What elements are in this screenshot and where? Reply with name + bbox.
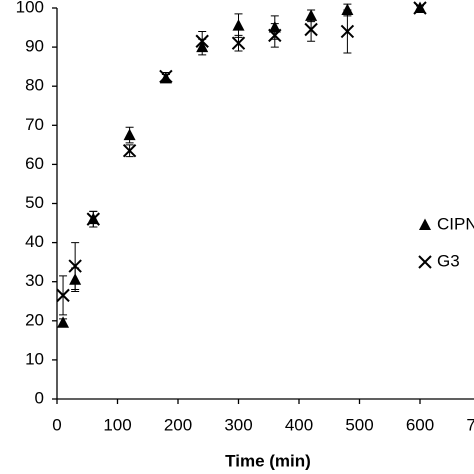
y-tick-label: 50	[25, 193, 44, 212]
x-marker	[231, 36, 246, 50]
y-tick-label: 80	[25, 76, 44, 95]
x-marker	[413, 1, 427, 15]
x-marker	[304, 22, 318, 37]
x-marker	[268, 28, 282, 43]
x-tick-label: 500	[345, 415, 373, 434]
y-tick-label: 70	[25, 115, 44, 134]
x-marker	[195, 34, 209, 48]
x-marker	[418, 255, 432, 269]
x-marker	[122, 144, 137, 158]
y-tick-label: 30	[25, 271, 44, 290]
y-tick-label: 0	[35, 388, 44, 407]
x-tick-label: 200	[164, 415, 192, 434]
x-marker	[86, 212, 101, 226]
triangle-marker	[232, 19, 245, 31]
x-tick-label: 0	[52, 415, 61, 434]
x-tick-label: 700	[466, 415, 474, 434]
x-tick-label: 100	[103, 415, 131, 434]
triangle-marker	[123, 128, 136, 141]
x-tick-label: 600	[406, 415, 434, 434]
x-axis-title: Time (min)	[225, 451, 311, 470]
triangle-marker	[341, 3, 354, 15]
y-tick-label: 20	[25, 310, 44, 329]
x-tick-label: 400	[285, 415, 313, 434]
y-tick-label: 40	[25, 232, 44, 251]
x-tick-label: 300	[224, 415, 252, 434]
x-marker	[56, 288, 70, 303]
x-marker	[340, 24, 355, 39]
x-marker	[68, 259, 82, 273]
y-tick-label: 10	[25, 349, 44, 368]
triangle-marker	[57, 316, 70, 328]
legend-label: G3	[437, 251, 460, 270]
y-tick-label: 100	[16, 0, 44, 16]
legend-label: CIPN	[437, 214, 474, 233]
x-marker	[159, 69, 173, 84]
y-tick-label: 90	[25, 37, 44, 56]
y-tick-label: 60	[25, 154, 44, 173]
triangle-marker	[419, 218, 431, 230]
